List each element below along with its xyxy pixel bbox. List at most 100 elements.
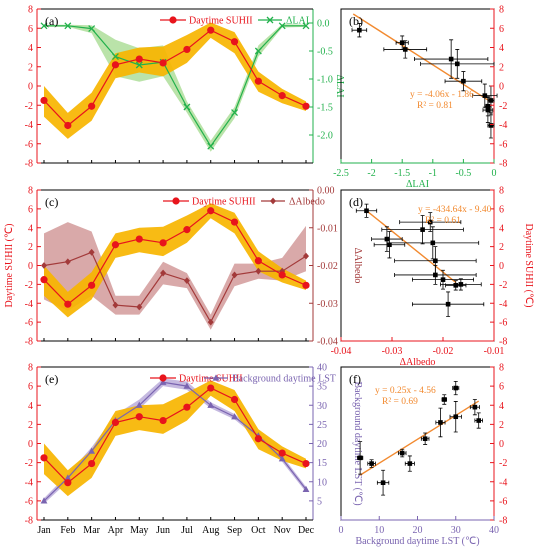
suhii-a-point-8 xyxy=(230,38,239,46)
left-tick-label-a: 4 xyxy=(28,43,33,54)
right-a-point-10 xyxy=(278,22,286,30)
y-tick-label-b: -4 xyxy=(499,120,507,131)
x-tick-label-f: 20 xyxy=(413,525,423,536)
y-tick-label-d: 8 xyxy=(499,186,504,197)
x-tick-label-e: Aug xyxy=(202,525,219,536)
right-e-point-1 xyxy=(64,474,72,481)
right-e-point-5 xyxy=(159,378,167,385)
scatter-point-f-0 xyxy=(357,455,363,461)
fit-r2-f: R² = 0.69 xyxy=(382,397,418,407)
x-tick-label-e: May xyxy=(130,525,148,536)
left-tick-label-c: 8 xyxy=(28,186,33,197)
scatter-point-b-0 xyxy=(357,27,362,33)
scatter-point-f-1 xyxy=(369,461,374,466)
band-right-e xyxy=(44,378,306,504)
scatter-point-b-1 xyxy=(399,40,405,45)
right-c-point-1 xyxy=(64,258,71,266)
suhii-c-point-1 xyxy=(64,300,72,308)
scatter-point-d-2 xyxy=(387,242,392,248)
line-right-e xyxy=(43,381,307,502)
band-right-a xyxy=(44,24,306,152)
left-tick-label-a: -6 xyxy=(25,139,33,150)
right-a-point-4 xyxy=(135,61,143,69)
panel-label-c: (c) xyxy=(45,195,58,209)
x-tick-label-e: Nov xyxy=(274,525,291,536)
legend-label-right-a: ΔLAI xyxy=(286,16,309,27)
x-axis-label-b: ΔLAI xyxy=(406,179,429,190)
y-tick-label-f: 6 xyxy=(499,382,504,393)
x-tick-label-b: -1 xyxy=(429,168,437,179)
x-tick-label-b: -0.5 xyxy=(455,168,471,179)
right-e-point-6 xyxy=(183,382,191,389)
right-c-point-5 xyxy=(160,269,167,277)
fit-line-f xyxy=(359,400,480,476)
scatter-point-b-10 xyxy=(488,123,494,128)
right-tick-label-e: 5 xyxy=(317,496,322,507)
suhii-e-point-11 xyxy=(302,459,310,468)
left-tick-label-e: -6 xyxy=(25,496,33,507)
left-tick-label-e: 6 xyxy=(28,382,33,393)
fit-r2-d: R² = 0.61 xyxy=(425,216,461,226)
x-tick-label-e: Mar xyxy=(83,525,100,536)
scatter-point-f-11 xyxy=(476,418,481,423)
x-axis-label-d: ΔAlbedo xyxy=(400,357,436,368)
y-tick-label-f: -6 xyxy=(499,496,507,507)
y-tick-label-f: 0 xyxy=(499,439,504,450)
right-tick-label-c: -0.02 xyxy=(317,261,338,272)
y-tick-label-d: 6 xyxy=(499,204,504,215)
scatter-point-b-2 xyxy=(402,47,408,52)
right-c-point-4 xyxy=(136,303,143,311)
x-tick-label-f: 30 xyxy=(451,525,461,536)
scatter-point-f-5 xyxy=(422,436,428,442)
right-e-point-0 xyxy=(40,497,48,504)
scatter-point-f-4 xyxy=(407,461,413,466)
line-right-c xyxy=(43,251,307,324)
legend-right-e-point-legend xyxy=(212,374,220,381)
y-tick-label-b: 8 xyxy=(499,5,504,16)
x-tick-label-e: Feb xyxy=(60,525,75,536)
y-tick-label-f: 4 xyxy=(499,401,504,412)
left-axis-label-c: Daytime SUHII (℃) xyxy=(4,224,15,308)
scatter-point-f-3 xyxy=(399,450,405,456)
panel-a: -8 -6 -4 -2 0 2 4 6 8 0.0 -0.5 -1.0 -1.5 -2.0 ΔLAI (a) D… xyxy=(25,5,345,170)
x-tick-label-b: -2 xyxy=(367,168,375,179)
panel-d: -8 -6 -4 -2 0 2 4 6 8 -0.04 -0.03 -0.02 -0.01 ΔAlbedo… xyxy=(331,186,534,369)
plot-frame-b xyxy=(340,8,495,164)
right-e-point-8 xyxy=(231,413,238,420)
left-tick-label-c: 2 xyxy=(28,242,33,253)
right-tick-label-e: 25 xyxy=(317,420,327,431)
right-c-point-6 xyxy=(183,277,190,284)
fit-equation-f: y = 0.25x - 4.56 xyxy=(375,386,436,396)
panel-label-e: (e) xyxy=(45,372,58,386)
scatter-point-d-7 xyxy=(433,272,438,278)
left-tick-label-e: -2 xyxy=(25,458,33,469)
left-tick-label-c: 4 xyxy=(28,223,33,234)
right-a-point-9 xyxy=(254,47,262,55)
y-tick-label-d: 4 xyxy=(499,223,504,234)
suhii-c-point-6 xyxy=(183,226,191,234)
left-tick-label-e: 2 xyxy=(28,420,33,431)
x-tick-label-b: -2.5 xyxy=(333,168,349,179)
suhii-c-point-10 xyxy=(278,271,286,279)
suhii-a-point-7 xyxy=(207,26,215,34)
y-tick-label-f: -4 xyxy=(499,477,507,488)
right-axis-label-c: ΔAlbedo xyxy=(352,248,363,284)
right-e-point-10 xyxy=(278,455,286,462)
y-tick-label-f: -8 xyxy=(499,516,507,527)
scatter-point-d-5 xyxy=(430,240,436,246)
y-tick-label-b: 2 xyxy=(499,62,504,73)
x-tick-label-d: -0.01 xyxy=(484,346,505,357)
suhii-a-point-2 xyxy=(88,102,96,110)
suhii-c-point-4 xyxy=(135,235,143,243)
left-tick-label-e: 4 xyxy=(28,401,33,412)
x-axis-label-f: Background daytime LST (℃) xyxy=(355,536,479,547)
scatter-point-f-10 xyxy=(472,404,478,410)
x-tick-label-e: Sep xyxy=(227,525,242,536)
fit-equation-b: y = -4.06x - 1.86 xyxy=(410,90,474,100)
fit-r2-b: R² = 0.81 xyxy=(417,101,453,111)
left-tick-label-e: 8 xyxy=(28,363,33,374)
scatter-point-d-6 xyxy=(433,258,438,264)
x-tick-label-d: -0.04 xyxy=(331,346,352,357)
panel-b: -8 -6 -4 -2 0 2 4 6 8 -2.5 -2 -1.5 -1 -0.5 0 ΔLAI (b) y =… xyxy=(333,5,507,191)
